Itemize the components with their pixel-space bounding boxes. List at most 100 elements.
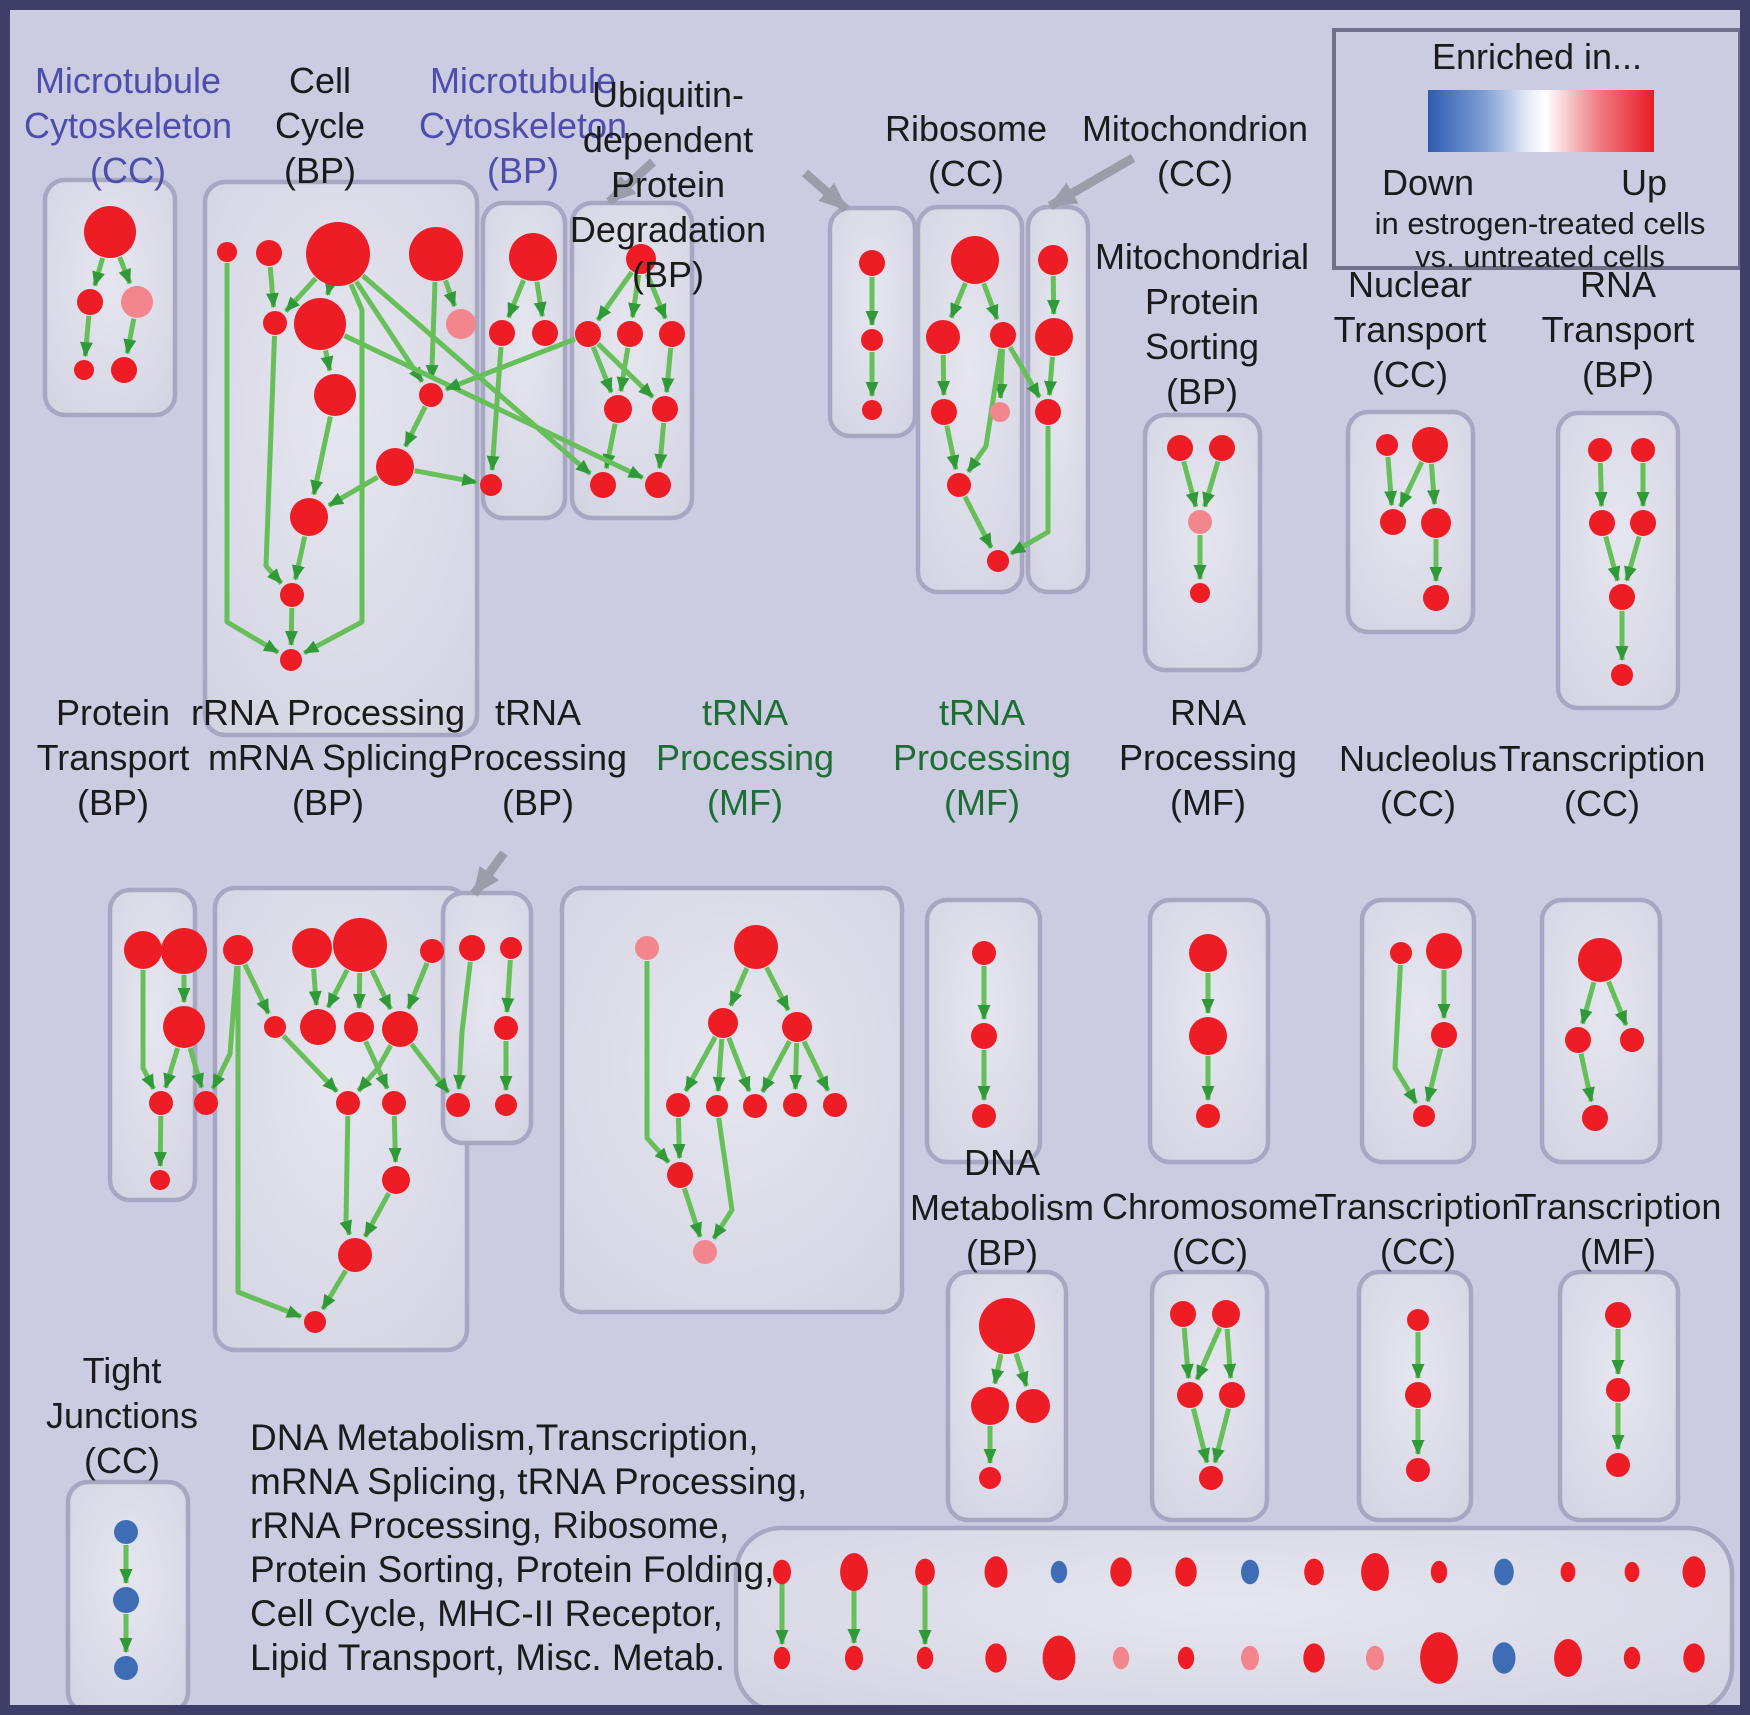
label-mitochondrion-cc: Mitochondrion (CC)	[1082, 106, 1308, 196]
label-transcription-cc-low: Transcription (CC)	[1315, 1184, 1522, 1274]
label-ubiquitin-left: Ubiquitin-dependent Protein Degradation (BP…	[570, 72, 766, 297]
edge-arrow	[123, 318, 137, 355]
node-trna-processing-bp-1	[500, 937, 522, 959]
node-summary-box-1	[840, 1553, 868, 1591]
node-dna-metabolism-bp-1	[971, 1387, 1009, 1425]
label-line: Transcription	[1514, 1186, 1722, 1227]
edge-arrow	[1624, 535, 1642, 582]
label-line: tRNA	[701, 692, 788, 733]
legend-box	[1332, 28, 1740, 270]
node-rna-transport-bp-4	[1609, 584, 1635, 610]
edge-arrow	[1579, 981, 1597, 1025]
node-dna-metabolism-bp-2	[1016, 1389, 1050, 1423]
node-mitochondrion-cc-2	[1035, 399, 1061, 425]
edge-arrow	[1392, 964, 1419, 1105]
node-summary-box-24	[1366, 1645, 1384, 1671]
node-protein-transport-bp-4	[194, 1091, 218, 1115]
edge-arrow	[1180, 1327, 1194, 1380]
legend-title: Enriched in...	[1431, 36, 1643, 77]
label-line: (CC)	[1172, 1231, 1248, 1272]
node-summary-box-12	[1560, 1561, 1576, 1583]
node-ribosome-cc-2	[990, 322, 1016, 348]
node-mito-protein-sorting-bp-0	[1167, 435, 1193, 461]
misc-line: Lipid Transport, Misc. Metab.	[250, 1637, 726, 1678]
label-line: DNA	[963, 1142, 1040, 1183]
box-nuclear-transport-cc	[1345, 409, 1476, 635]
node-summary-box-9	[1361, 1553, 1389, 1591]
edge-arrow	[944, 425, 960, 471]
node-rrna-processing-mrna-splicing-bp-2	[333, 918, 387, 972]
node-summary-box-26	[1492, 1642, 1516, 1674]
label-line: (MF)	[1580, 1231, 1656, 1272]
label-line: Cell	[288, 60, 351, 101]
node-cell-cycle-bp-1	[256, 240, 282, 266]
node-rrna-processing-mrna-splicing-bp-5	[300, 1009, 336, 1045]
node-dna-metabolism-bp-0	[979, 1298, 1035, 1354]
label-trna-processing-mf-small: tRNA Processing (MF)	[893, 690, 1071, 825]
edge-arrow	[242, 963, 271, 1015]
node-ribosome-cc-1	[926, 320, 960, 354]
edge-arrow	[1044, 356, 1057, 397]
label-microtubule-cc: Microtubule Cytoskeleton (CC)	[24, 58, 232, 193]
label-line: (MF)	[1170, 782, 1246, 823]
node-rrna-processing-mrna-splicing-bp-0	[223, 935, 253, 965]
node-trna-processing-mf-large-9	[667, 1162, 693, 1188]
label-line: Cycle	[274, 105, 366, 146]
node-chromosome-cc-3	[1219, 1382, 1245, 1408]
misc-line: Protein Sorting, Protein Folding,	[250, 1549, 775, 1590]
label-line: (CC)	[1372, 354, 1448, 395]
node-rna-transport-bp-1	[1631, 438, 1655, 462]
node-trna-processing-mf-large-8	[823, 1093, 847, 1117]
edge-arrow	[1013, 1352, 1029, 1387]
node-summary-box-20	[1112, 1646, 1130, 1670]
node-summary-box-29	[1683, 1643, 1705, 1673]
label-ribosome-cc: Ribosome (CC)	[885, 106, 1047, 196]
label-nuclear-transport-cc: Nuclear Transport (CC)	[1334, 262, 1487, 397]
node-ribosome-cc-6	[987, 550, 1009, 572]
node-summary-box-3	[984, 1556, 1008, 1588]
node-microtubule-cc-0	[84, 206, 136, 258]
edge-arrow	[966, 348, 1004, 474]
node-ribosome-cc-5	[947, 473, 971, 497]
node-summary-box-2	[915, 1558, 935, 1586]
label-line: (CC)	[1564, 783, 1640, 824]
gray-pointer-arrow	[605, 158, 657, 206]
node-rrna-processing-mrna-splicing-bp-8	[336, 1091, 360, 1115]
edge-arrow	[79, 315, 93, 358]
node-rna-transport-bp-0	[1588, 438, 1612, 462]
edge-arrow	[981, 282, 1000, 321]
node-summary-box-28	[1623, 1646, 1641, 1670]
node-ubiquitin-left-7	[645, 472, 671, 498]
label-rna-transport-bp: RNA Transport (BP)	[1542, 262, 1695, 397]
node-mitochondrion-cc-0	[1038, 245, 1068, 275]
edge-arrow	[533, 281, 547, 318]
label-line: Processing	[655, 737, 835, 778]
label-nucleolus-cc: Nucleolus (CC)	[1339, 736, 1497, 826]
edge-arrow	[163, 1047, 180, 1089]
label-line: Nucleolus	[1338, 738, 1498, 779]
node-transcription-cc-mid-2	[1620, 1028, 1644, 1052]
node-cell-cycle-bp-2	[306, 222, 370, 286]
node-ribosome-cc-3	[931, 399, 957, 425]
node-transcription-cc-low-1	[1405, 1382, 1431, 1408]
edge-arrow	[1603, 535, 1621, 582]
label-line: tRNA	[494, 692, 581, 733]
label-line: (BP)	[631, 254, 704, 295]
node-trna-processing-mf-large-6	[743, 1094, 767, 1118]
node-protein-transport-bp-1	[161, 928, 207, 974]
label-line: (BP)	[486, 150, 559, 191]
node-protein-transport-bp-3	[149, 1091, 173, 1115]
label-line: (MF)	[707, 782, 783, 823]
label-line: Microtubule	[34, 60, 222, 101]
node-chromosome-cc-1	[1212, 1300, 1240, 1328]
node-ubiquitin-right-0	[859, 250, 885, 276]
edge-arrow	[388, 1115, 402, 1163]
label-line: (BP)	[77, 782, 149, 823]
edge-arrow	[92, 257, 106, 287]
label-line: (BP)	[291, 782, 364, 823]
node-trna-processing-bp-3	[446, 1093, 470, 1117]
node-microtubule-cc-2	[121, 286, 153, 318]
edge-arrow	[994, 348, 1008, 399]
label-line: Transcription	[1498, 738, 1706, 779]
node-ribosome-cc-4	[990, 402, 1010, 422]
